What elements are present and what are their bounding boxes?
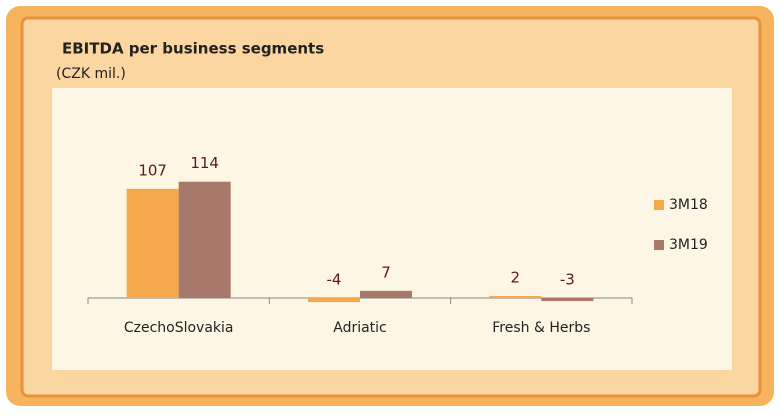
chart-title: EBITDA per business segments xyxy=(62,40,324,58)
bar xyxy=(308,298,360,303)
bar xyxy=(360,290,412,298)
chart-subtitle: (CZK mil.) xyxy=(56,66,126,82)
data-label: 107 xyxy=(138,161,167,179)
bar xyxy=(126,188,179,298)
legend-swatch xyxy=(654,240,664,250)
x-tick-label: Adriatic xyxy=(333,320,387,336)
bar xyxy=(178,181,231,298)
data-label: -4 xyxy=(327,271,342,289)
legend-label: 3M18 xyxy=(669,197,708,213)
x-tick-label: Fresh & Herbs xyxy=(492,320,590,336)
data-label: -3 xyxy=(560,271,575,289)
legend-swatch xyxy=(654,200,664,210)
x-tick-label: CzechoSlovakia xyxy=(124,320,234,336)
data-label: 2 xyxy=(511,268,521,286)
bar xyxy=(541,298,594,302)
bar xyxy=(489,295,542,298)
data-label: 114 xyxy=(190,154,219,172)
legend-label: 3M19 xyxy=(669,237,708,253)
data-label: 7 xyxy=(381,263,391,281)
